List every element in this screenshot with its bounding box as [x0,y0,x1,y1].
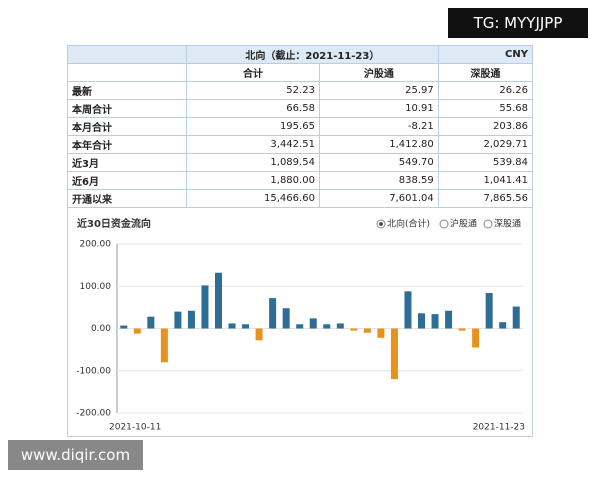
bar [472,328,480,348]
y-tick-label: -100.00 [76,366,111,376]
bar [350,328,358,331]
bar [404,291,412,329]
bar [269,298,277,329]
x-tick-label: 2021-11-23 [473,423,525,433]
flow-table: 北向（截止：2021-11-23） CNY 合计 沪股通 深股通 最新 52.23 25.97… [67,45,534,208]
table-cell: 7,865.56 [437,189,534,208]
bar [147,316,155,329]
bar [512,306,520,329]
table-row: 近3月 1,089.54 549.70 539.84 [67,153,534,172]
y-tick-label: 100.00 [80,282,112,292]
bar [215,272,222,329]
bar [485,293,493,329]
bar [323,324,331,329]
table-row: 本年合计 3,442.51 1,412.80 2,029.71 [67,135,534,154]
panel: 北向（截止：2021-11-23） CNY 合计 沪股通 深股通 最新 52.23 25.97… [67,45,534,437]
bar [242,324,250,329]
row-label: 开通以来 [67,189,187,208]
bar [363,328,371,333]
watermark-top: TG: MYYJJPP [448,8,588,38]
bar [377,328,385,338]
bar [282,308,290,329]
radio[interactable] [483,219,493,229]
bar [499,322,507,329]
bar [418,313,425,329]
bar [309,318,317,329]
option-label: 深股通 [494,219,521,230]
bar [160,328,168,363]
bar [228,323,236,329]
spacer [67,45,187,64]
bar [336,323,344,329]
chart-title: 近30日资金流向 [77,217,151,230]
bar [120,325,128,329]
bar [296,324,304,329]
bar [390,328,398,380]
x-tick-label: 2021-10-11 [109,423,161,433]
bar [201,285,209,329]
table-cell: 15,466.60 [186,189,320,208]
bar [458,328,466,331]
bar [133,328,141,334]
table-row: 合计 沪股通 深股通 [67,63,534,82]
table-row: 最新 52.23 25.97 26.26 [67,81,534,100]
bar [255,328,263,341]
radio[interactable] [439,219,449,229]
table-row: 本月合计 195.65 -8.21 203.86 [67,117,534,136]
bar [174,311,182,329]
table-row: 本周合计 66.58 10.91 55.68 [67,99,534,118]
bar [431,314,439,329]
y-tick-label: 200.00 [80,240,112,250]
table-row: 开通以来 15,466.60 7,601.04 7,865.56 [67,189,534,208]
bar [187,310,195,329]
y-tick-label: 0.00 [91,324,111,334]
y-tick-label: -200.00 [76,409,111,419]
radio-dot [379,222,383,226]
option-label: 北向(合计) [387,218,430,230]
bar [445,310,453,329]
option-label: 沪股通 [450,218,477,230]
watermark-bottom: www.diqir.com [8,440,143,470]
